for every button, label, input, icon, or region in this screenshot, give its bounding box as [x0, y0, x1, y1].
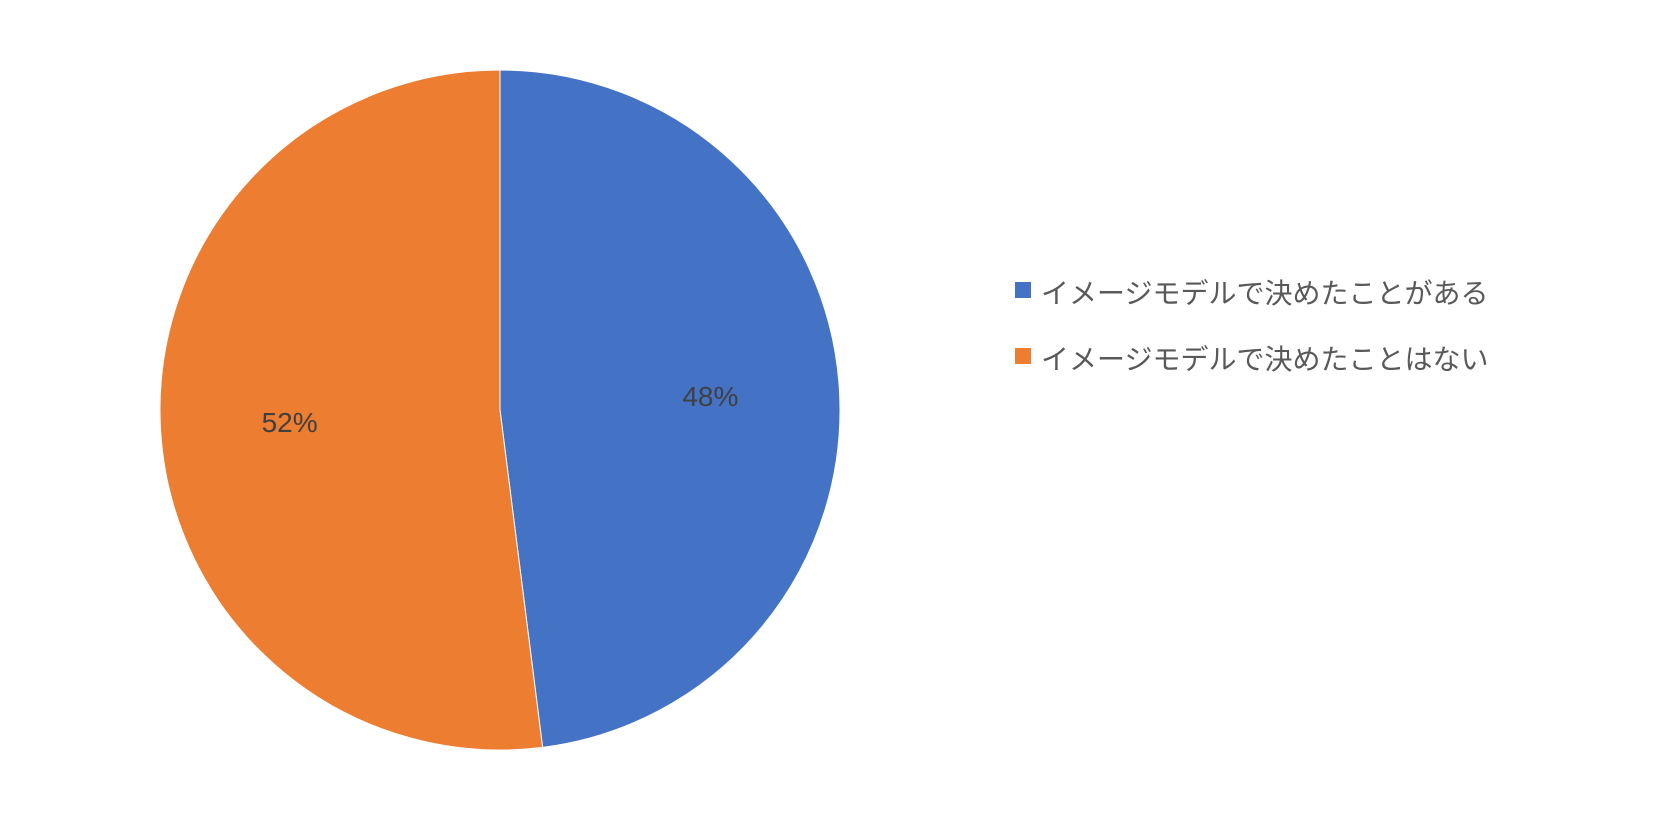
- legend-label-0: イメージモデルで決めたことがある: [1041, 270, 1488, 318]
- legend-item-1: イメージモデルで決めたことはない: [1015, 336, 1488, 384]
- legend-marker-0: [1015, 282, 1031, 298]
- pie-chart: [156, 66, 844, 754]
- chart-container: イメージモデルで決めたことがあるイメージモデルで決めたことはない 48% 52%: [0, 0, 1672, 816]
- pie-slice-0: [500, 70, 840, 747]
- legend-marker-1: [1015, 348, 1031, 364]
- legend-item-0: イメージモデルで決めたことがある: [1015, 270, 1488, 318]
- legend-label-1: イメージモデルで決めたことはない: [1041, 336, 1488, 384]
- pie-data-label-1: 52%: [262, 407, 318, 439]
- pie-data-label-0: 48%: [682, 381, 738, 413]
- legend: イメージモデルで決めたことがあるイメージモデルで決めたことはない: [1015, 270, 1488, 401]
- pie-slice-1: [160, 70, 543, 750]
